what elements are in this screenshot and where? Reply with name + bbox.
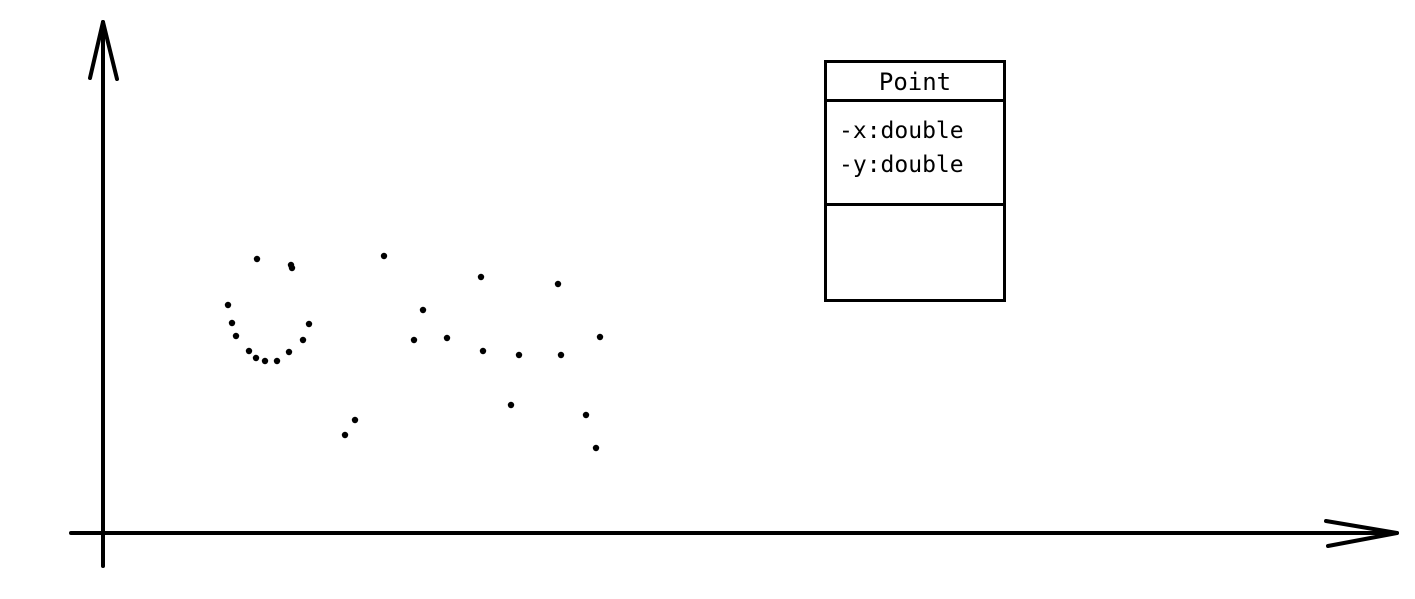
scatter-point [305, 320, 313, 328]
scatter-point [557, 351, 565, 359]
x-axis-arrowhead [1324, 519, 1399, 548]
scatter-point [341, 431, 349, 439]
uml-attribute-y: -y:double [839, 152, 964, 178]
y-axis-arrowhead [88, 20, 119, 81]
uml-attributes-compartment: -x:double -y:double [827, 102, 1003, 206]
uml-class-box: Point -x:double -y:double [824, 60, 1006, 302]
scatter-point [443, 334, 451, 342]
uml-class-name: Point [827, 63, 1003, 102]
scatter-point [479, 347, 487, 355]
scatter-point [252, 354, 260, 362]
scatter-point [224, 301, 232, 309]
scatter-point [299, 336, 307, 344]
scatter-point [228, 319, 236, 327]
scatter-point [477, 273, 485, 281]
scatter-point [582, 411, 590, 419]
scatter-point [253, 255, 261, 263]
scatter-point [596, 333, 604, 341]
points-layer [224, 252, 604, 452]
uml-methods-compartment [827, 206, 1003, 296]
scatter-point [410, 336, 418, 344]
scatter-point [515, 351, 523, 359]
scatter-point [273, 357, 281, 365]
axes [69, 20, 1399, 568]
scatter-point [592, 444, 600, 452]
scatter-point [380, 252, 388, 260]
scatter-point [261, 357, 269, 365]
scatter-point [232, 332, 240, 340]
scatter-point [285, 348, 293, 356]
scatter-point [419, 306, 427, 314]
scatter-point [245, 347, 253, 355]
scatter-point [507, 401, 515, 409]
scatter-point [288, 264, 296, 272]
scatter-point [554, 280, 562, 288]
uml-attribute-x: -x:double [839, 118, 964, 144]
scatter-point [351, 416, 359, 424]
